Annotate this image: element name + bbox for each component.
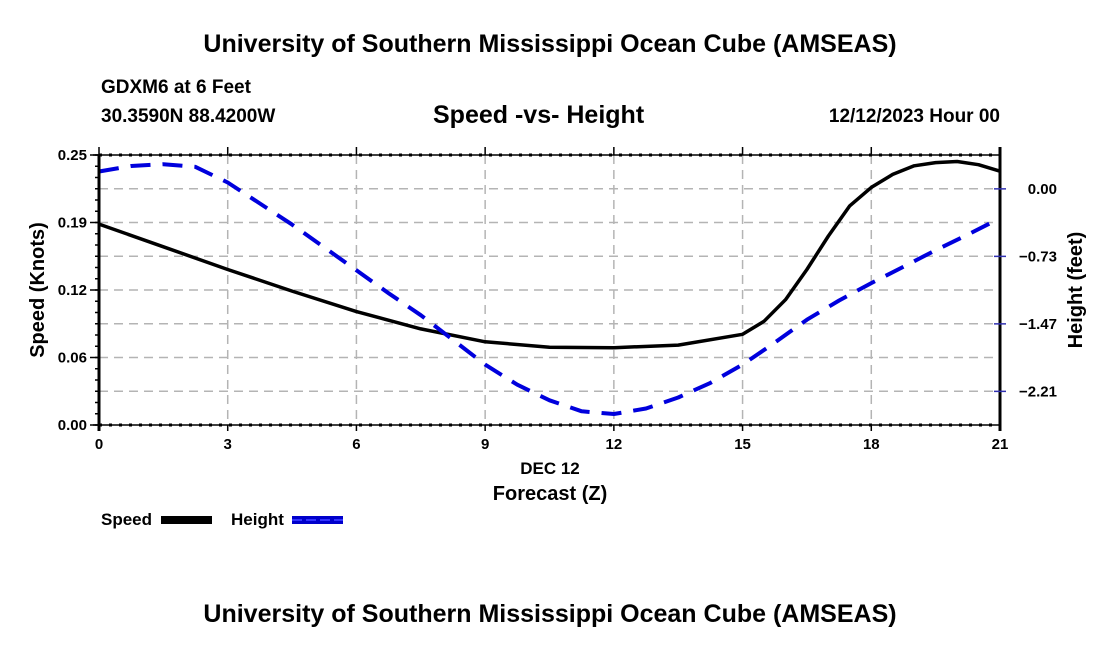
axes: 0 3 6 9 12 15 18 21 0.00 0.06 0.12 0.19 0.25 0.00 −0.7… xyxy=(58,147,1057,453)
x-tick-label: 6 xyxy=(352,436,360,453)
x-tick-label: 18 xyxy=(863,436,880,453)
y2-tick-label: −2.21 xyxy=(1019,383,1057,400)
station-label: GDXM6 at 6 Feet xyxy=(101,77,251,98)
legend-label-height: Height xyxy=(231,510,284,529)
legend: Speed Height xyxy=(101,510,343,529)
series-line-speed xyxy=(98,159,1001,350)
footer-title: University of Southern Mississippi Ocean… xyxy=(203,600,897,628)
legend-swatch-height xyxy=(292,516,343,524)
grid xyxy=(99,155,1000,425)
series-line-height xyxy=(98,162,1001,416)
coordinates-label: 30.3590N 88.4200W xyxy=(101,106,276,127)
y-tick-label: 0.00 xyxy=(58,417,87,434)
y-axis-label: Speed (Knots) xyxy=(27,222,49,358)
x-tick-label: 3 xyxy=(224,436,232,453)
y-tick-label: 0.25 xyxy=(58,147,87,164)
y2-tick-label: −0.73 xyxy=(1019,248,1057,265)
x-tick-label: 12 xyxy=(606,436,623,453)
x-tick-label: 21 xyxy=(992,436,1009,453)
series-group xyxy=(98,159,1001,416)
x-axis-label: Forecast (Z) xyxy=(493,483,607,505)
legend-label-speed: Speed xyxy=(101,510,152,529)
plot-title: Speed -vs- Height xyxy=(433,101,645,129)
x-tick-label: 9 xyxy=(481,436,489,453)
legend-swatch-speed xyxy=(161,516,212,524)
x-axis-date-label: DEC 12 xyxy=(520,459,580,478)
y-tick-label: 0.12 xyxy=(58,282,87,299)
axis-labels: DEC 12 Forecast (Z) Speed (Knots) Height… xyxy=(27,222,1087,505)
chart-main-title: University of Southern Mississippi Ocean… xyxy=(203,30,897,58)
y2-axis-label: Height (feet) xyxy=(1065,232,1087,349)
y2-tick-label: 0.00 xyxy=(1028,181,1057,198)
x-tick-label: 15 xyxy=(734,436,751,453)
x-tick-label: 0 xyxy=(95,436,103,453)
datetime-label: 12/12/2023 Hour 00 xyxy=(828,106,1000,127)
y2-tick-label: −1.47 xyxy=(1019,316,1057,333)
y-tick-label: 0.06 xyxy=(58,350,87,367)
y-tick-label: 0.19 xyxy=(58,215,87,232)
